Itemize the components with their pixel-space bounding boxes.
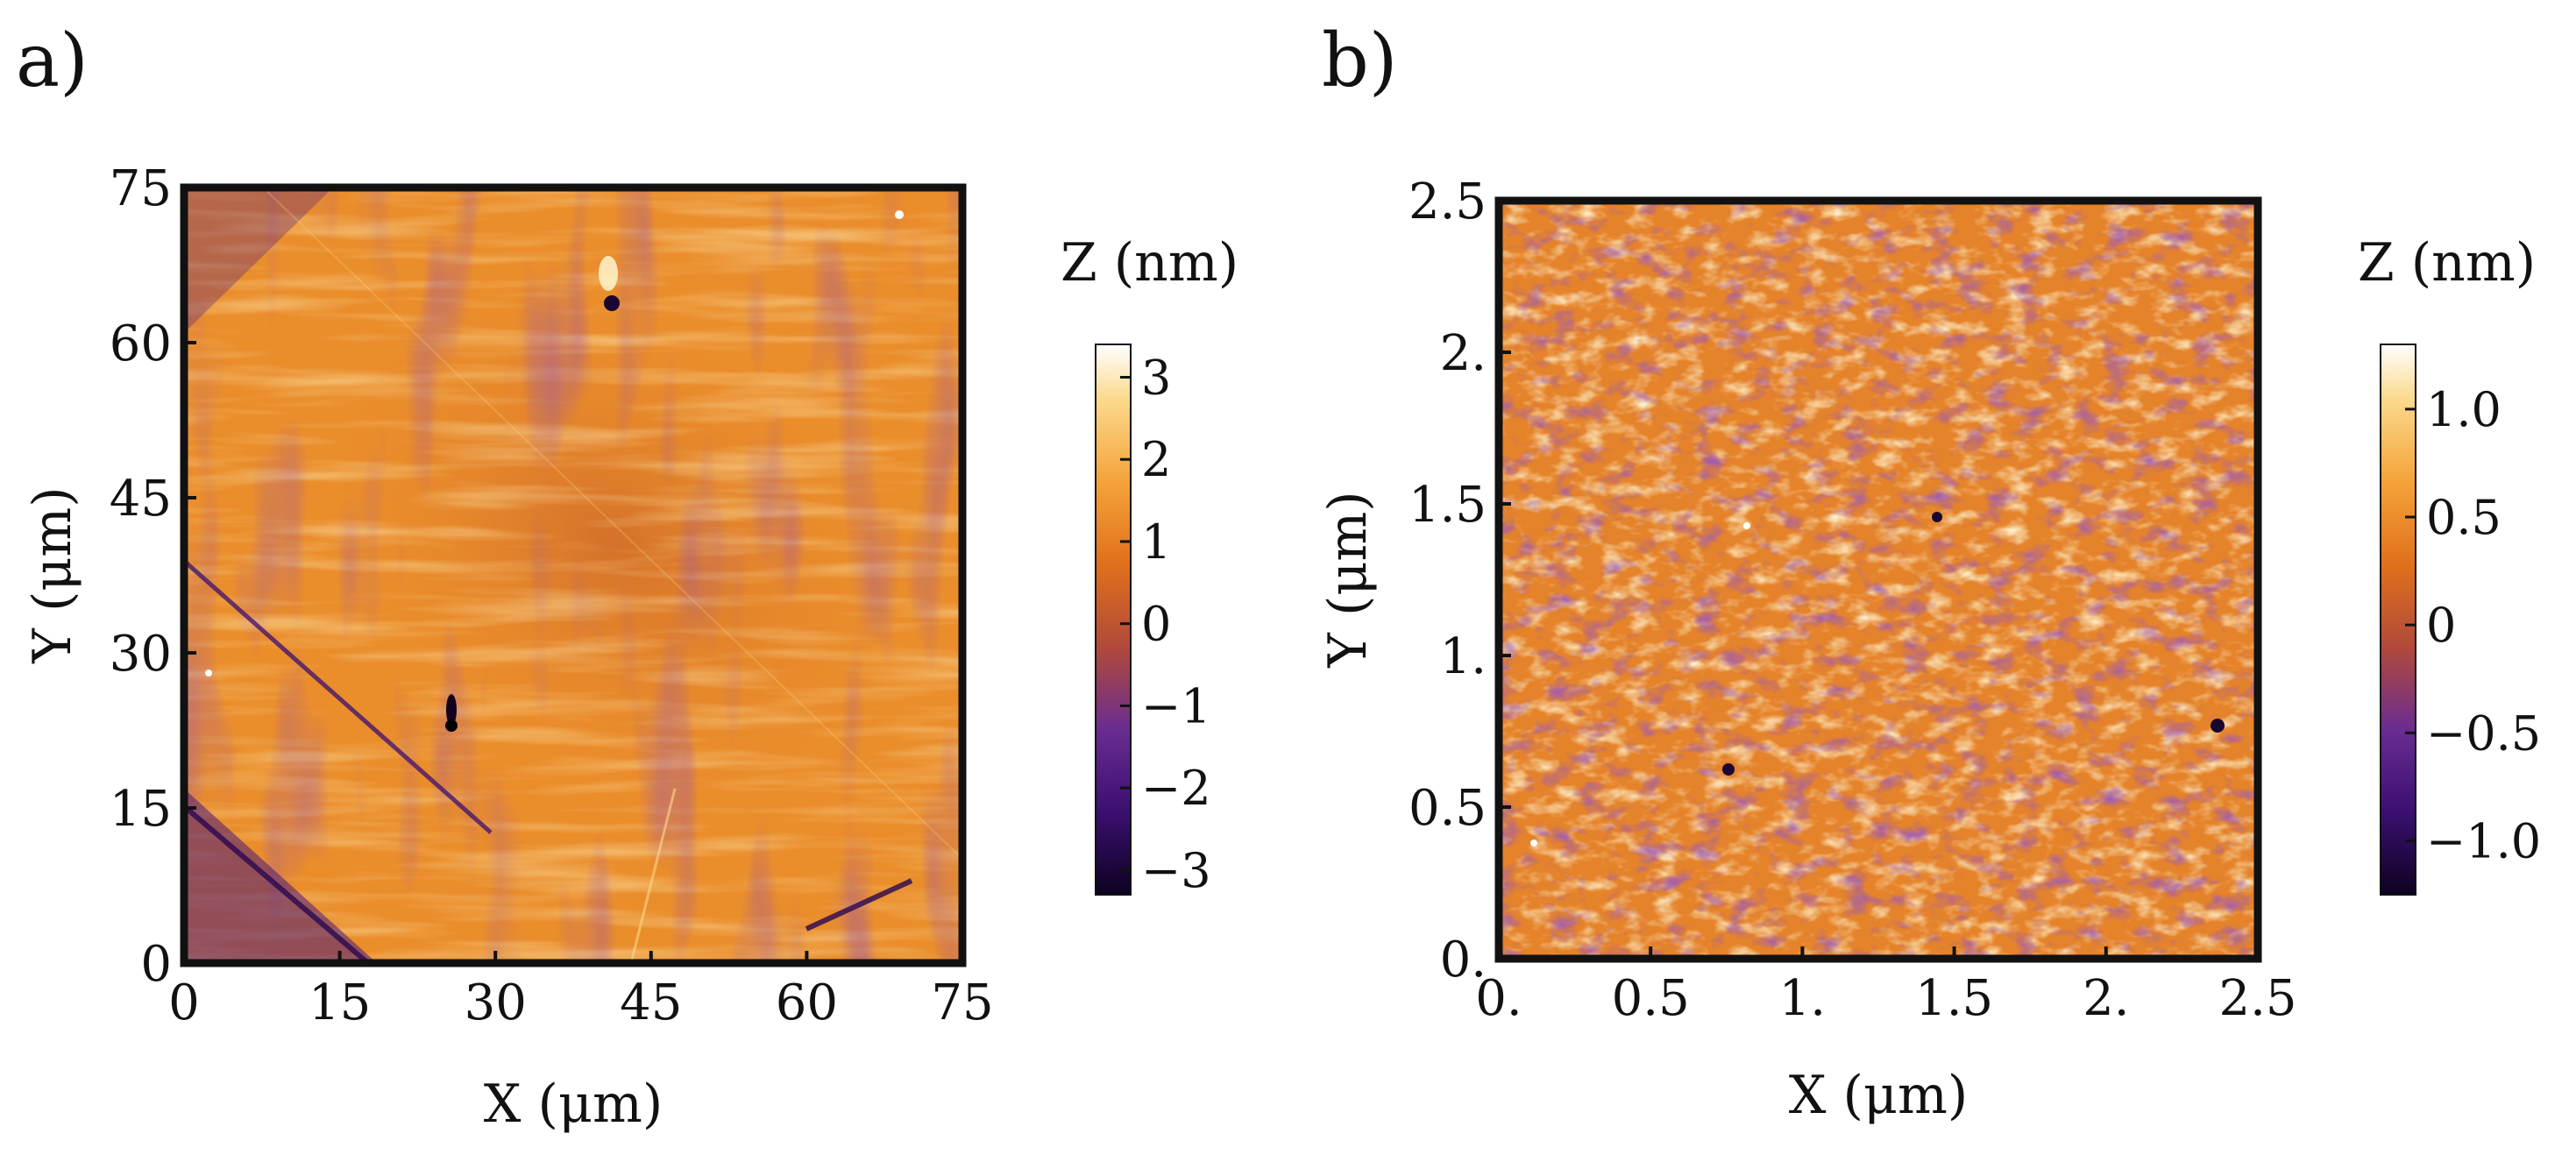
panel-a-xtick-label: 0 — [168, 974, 200, 1031]
panel-a-ytick-label: 60 — [110, 315, 172, 372]
panel-a-axes: 0 15 30 45 60 75 0 15 30 45 60 75 — [110, 160, 994, 1031]
panel-a-ytick-label: 45 — [110, 471, 172, 528]
panel-b-colorbar-tick-label: 0.5 — [2426, 490, 2501, 545]
panel-b-xtick-label: 2. — [2083, 970, 2129, 1027]
panel-a-colorbar — [1095, 344, 1132, 896]
panel-b-colorbar-ticks: 1.0 0.5 0 −0.5 −1.0 — [2405, 382, 2541, 868]
panel-a-ylabel: Y (μm) — [22, 486, 83, 663]
panel-b-xtick-label: 0. — [1475, 970, 1522, 1027]
panel-a-ytick-label: 30 — [110, 626, 172, 683]
panel-b-colorbar — [2380, 344, 2416, 896]
panel-a-colorbar-tick-label: 3 — [1141, 350, 1171, 405]
panel-b-xtick-label: 1.5 — [1915, 970, 1993, 1027]
panel-a-xtick-label: 60 — [776, 974, 838, 1031]
panel-a-ytick-label: 75 — [110, 160, 172, 217]
panel-a-label: a) — [16, 18, 89, 103]
panel-a-colorbar-tick-label: 2 — [1141, 432, 1171, 487]
panel-b-frame — [1494, 196, 2262, 963]
panel-a-xlabel: X (μm) — [484, 1074, 664, 1135]
panel-b-ytick-label: 1. — [1440, 628, 1487, 685]
panel-a-frame — [180, 183, 967, 967]
panel-a-colorbar-tick-label: −1 — [1141, 678, 1211, 733]
panel-a-ytick-label: 0 — [140, 936, 172, 993]
panel-a-xtick-label: 15 — [309, 974, 371, 1031]
panel-b-ytick-label: 0.5 — [1409, 780, 1487, 837]
panel-b-ytick-label: 1.5 — [1409, 477, 1487, 534]
panel-a-colorbar-title: Z (nm) — [1061, 232, 1238, 294]
panel-b-xlabel: X (μm) — [1789, 1065, 1969, 1126]
panel-a-xtick-label: 75 — [931, 974, 993, 1031]
panel-b-axes: 0. 0.5 1. 1.5 2. 2.5 0. 0.5 1. 1.5 2. 2.5 — [1409, 174, 2297, 1027]
panel-a-xtick-label: 30 — [465, 974, 527, 1031]
panel-b-heatmap — [1499, 201, 2258, 959]
panel-b-colorbar-tick-label: 1.0 — [2426, 382, 2501, 437]
panel-a-ytick-label: 15 — [110, 781, 172, 838]
panel-b-xtick-label: 2.5 — [2218, 970, 2296, 1027]
panel-a-colorbar-ticks: 3 2 1 0 −1 −2 −3 — [1120, 350, 1211, 898]
panel-a-heatmap — [184, 188, 962, 963]
panel-b-colorbar-title: Z (nm) — [2358, 232, 2536, 294]
panel-b-colorbar-tick-label: 0 — [2426, 598, 2456, 653]
panel-a-colorbar-tick-label: −2 — [1141, 761, 1211, 816]
panel-a-colorbar-tick-label: −3 — [1141, 843, 1211, 898]
panel-b-xtick-label: 0.5 — [1612, 970, 1690, 1027]
panel-b-colorbar-tick-label: −1.0 — [2426, 813, 2541, 868]
panel-b-ylabel: Y (μm) — [1317, 491, 1379, 668]
panel-b-ytick-label: 2.5 — [1409, 174, 1487, 230]
panel-b-colorbar-tick-label: −0.5 — [2426, 705, 2541, 761]
panel-b-ytick-label: 0. — [1440, 932, 1487, 988]
panel-a-colorbar-tick-label: 0 — [1141, 597, 1171, 652]
panel-b-label: b) — [1322, 18, 1398, 103]
panel-b-ytick-label: 2. — [1440, 325, 1487, 382]
panel-b-xtick-label: 1. — [1779, 970, 1826, 1027]
panel-a-colorbar-tick-label: 1 — [1141, 514, 1171, 570]
panel-a-xtick-label: 45 — [620, 974, 682, 1031]
